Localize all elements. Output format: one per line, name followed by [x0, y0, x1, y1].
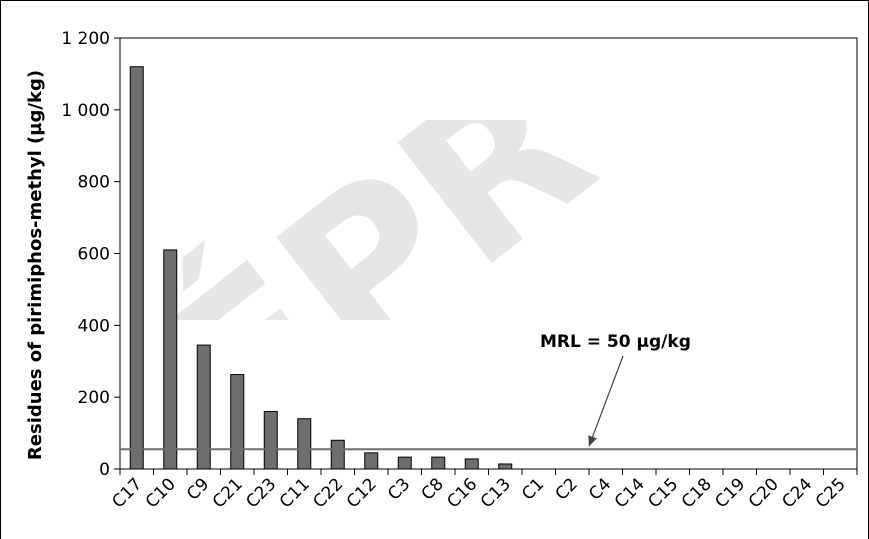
x-tick-label: C25: [812, 474, 850, 512]
y-tick-label: 1 000: [61, 101, 110, 121]
bar-c9: [196, 344, 211, 470]
bar-c21: [230, 374, 245, 470]
x-tick-label: C12: [343, 474, 381, 512]
x-tick-label: C1: [518, 474, 548, 504]
x-tick-label: C8: [418, 474, 448, 504]
y-tick-label: 200: [78, 388, 110, 408]
x-tick-label: C21: [209, 474, 247, 512]
y-tick-label: 0: [99, 460, 110, 480]
annotation-arrow: [588, 355, 624, 447]
bars: [129, 66, 513, 470]
y-tick-label: 400: [78, 316, 110, 336]
x-tick-label: C24: [778, 474, 816, 512]
x-tick-label: C3: [384, 474, 414, 504]
bar-c10: [163, 249, 178, 470]
x-tick-label: C23: [242, 474, 280, 512]
bar-c12: [364, 452, 379, 470]
x-tick-label: C18: [678, 474, 716, 512]
x-tick-label: C20: [745, 474, 783, 512]
bar-c3: [397, 456, 412, 470]
reference-line-group: [120, 355, 857, 451]
y-tick-label: 1 200: [61, 29, 110, 49]
x-tick-label: C13: [477, 474, 515, 512]
x-tick-label: C14: [611, 474, 649, 512]
bar-c17: [129, 66, 144, 470]
y-tick-label: 800: [78, 173, 110, 193]
bar-c22: [330, 439, 345, 470]
annotation-arrowhead: [588, 435, 597, 447]
x-tick-label: C11: [276, 474, 314, 512]
bar-c23: [263, 411, 278, 470]
y-tick-label: 600: [78, 245, 110, 265]
x-tick-label: C22: [309, 474, 347, 512]
mrl-annotation: MRL = 50 µg/kg: [540, 332, 691, 352]
x-tick-label: C16: [443, 474, 481, 512]
bar-c13: [498, 463, 513, 470]
x-tick-label: C19: [711, 474, 749, 512]
x-tick-label: C10: [142, 474, 180, 512]
x-tick-label: C2: [552, 474, 582, 504]
bar-c8: [431, 456, 446, 470]
y-ticks: 0 200 400 600 800 1 000 1 200: [61, 29, 120, 480]
x-tick-label: C17: [108, 474, 146, 512]
x-tick-label: C4: [585, 474, 615, 504]
x-tick-label: C15: [644, 474, 682, 512]
y-axis-label: Residues of pirimiphos-methyl (µg/kg): [25, 70, 46, 460]
x-tick-label: C9: [183, 474, 213, 504]
watermark-logo: ÉPR: [140, 120, 635, 320]
bar-c11: [297, 418, 312, 470]
bar-c16: [464, 458, 479, 470]
